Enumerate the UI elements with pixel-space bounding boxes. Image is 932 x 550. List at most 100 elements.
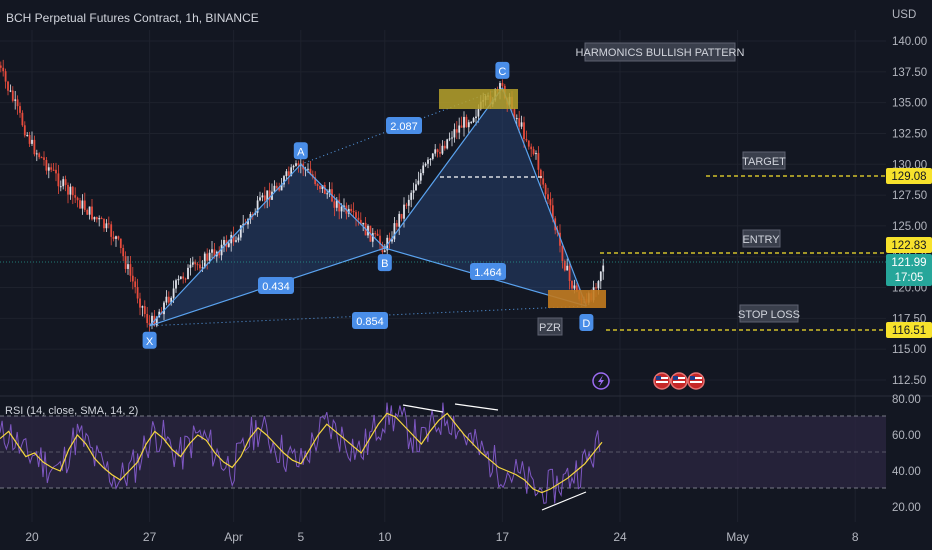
candle-body	[417, 180, 420, 185]
candle-body	[218, 251, 221, 256]
candle-body	[597, 281, 600, 289]
candle-body	[110, 224, 113, 237]
entry-price-tag: 122.83	[886, 237, 932, 253]
candle-body	[321, 185, 324, 190]
rsi-axis[interactable]: 80.00 60.00 40.00 20.00	[892, 394, 921, 514]
candle-body	[314, 177, 317, 185]
stop-price-tag: 116.51	[886, 322, 932, 338]
time-tick-label: 17	[496, 530, 510, 544]
countdown-text: 17:05	[895, 272, 924, 284]
candle-body	[400, 213, 403, 219]
us-flag-icon[interactable]	[670, 372, 688, 390]
time-tick-label: 20	[25, 530, 39, 544]
candle-body	[307, 168, 309, 170]
candle-body	[23, 125, 26, 136]
pattern-title-label: HARMONICS BULLISH PATTERN	[576, 42, 744, 62]
candle-body	[69, 186, 72, 195]
candle-body	[513, 109, 516, 119]
candle-body	[326, 193, 329, 195]
candle-body	[415, 184, 417, 191]
chart-title: BCH Perpetual Futures Contract, 1h, BINA…	[6, 11, 259, 25]
candle-body	[539, 169, 542, 179]
candle-body	[189, 264, 192, 268]
us-flag-icon[interactable]	[653, 372, 671, 390]
candle-body	[571, 280, 573, 289]
candle-body	[391, 239, 393, 242]
candle-body	[443, 145, 446, 149]
candle-body	[520, 122, 523, 127]
candle-body	[460, 125, 463, 128]
candle-body	[146, 314, 149, 324]
candle-body	[427, 159, 429, 164]
point-label-a: A	[293, 142, 308, 160]
candle-body	[43, 157, 45, 160]
currency-label: USD	[892, 9, 916, 21]
candle-body	[467, 122, 470, 128]
candle-body	[88, 206, 91, 215]
us-flag-icon[interactable]	[687, 372, 705, 390]
pattern-triangle	[149, 164, 385, 326]
candle-body	[429, 158, 432, 160]
candle-body	[501, 83, 504, 86]
candle-body	[26, 134, 29, 136]
price-axis[interactable]: 140.00137.50135.00132.50130.00127.50125.…	[892, 36, 927, 387]
rsi-tick-label: 20.00	[892, 502, 921, 514]
candle-body	[7, 81, 9, 91]
price-tick-label: 127.50	[892, 190, 927, 202]
point-label-text: C	[498, 66, 506, 78]
d-zone-box	[548, 290, 606, 308]
candle-body	[463, 116, 465, 128]
candle-body	[0, 65, 2, 68]
candle-body	[532, 149, 535, 155]
candle-body	[398, 213, 401, 227]
candle-body	[309, 168, 312, 175]
ratio-xb-text: 0.434	[262, 281, 290, 293]
ratio-label-xb: 0.434	[258, 277, 294, 294]
candle-body	[194, 261, 197, 265]
candle-body	[343, 205, 345, 207]
candle-body	[242, 223, 245, 226]
candle-body	[431, 153, 434, 159]
stop-loss-label: STOP LOSS	[738, 304, 800, 323]
candle-body	[67, 184, 69, 195]
candle-body	[47, 167, 50, 171]
lightning-icon[interactable]	[592, 372, 610, 390]
pzr-label: PZR	[537, 317, 563, 336]
candle-body	[535, 153, 537, 155]
candle-body	[436, 149, 439, 153]
candle-body	[350, 208, 353, 212]
candle-body	[388, 237, 391, 242]
rsi-divergence-line	[454, 403, 499, 411]
candle-body	[167, 296, 170, 303]
price-tick-label: 140.00	[892, 36, 927, 48]
candle-body	[201, 267, 204, 269]
candle-body	[347, 208, 350, 214]
rsi-divergence-line	[541, 491, 587, 511]
candle-body	[203, 253, 206, 268]
ratio-label-xd: 0.854	[352, 312, 388, 329]
candle-body	[523, 122, 525, 140]
rsi-series	[0, 402, 603, 505]
candle-body	[139, 298, 141, 308]
candle-body	[148, 323, 151, 325]
price-tick-label: 112.50	[892, 375, 926, 387]
candle-body	[179, 276, 182, 279]
candle-body	[403, 204, 405, 219]
candle-body	[599, 271, 602, 282]
time-axis[interactable]: 20 27 Apr 5 10 17 24 May 8	[25, 530, 859, 544]
candle-body	[328, 189, 331, 194]
candle-body	[93, 217, 96, 220]
rsi-ma-line	[0, 412, 603, 494]
candle-body	[259, 197, 261, 201]
candle-body	[117, 236, 120, 239]
candle-body	[412, 190, 415, 193]
candle-body	[155, 317, 158, 326]
candle-body	[11, 90, 14, 101]
candle-body	[244, 223, 247, 225]
candle-body	[465, 116, 468, 128]
candle-body	[256, 200, 259, 213]
point-label-b: B	[377, 254, 392, 272]
candle-body	[21, 112, 24, 126]
time-tick-label: 5	[297, 530, 304, 544]
